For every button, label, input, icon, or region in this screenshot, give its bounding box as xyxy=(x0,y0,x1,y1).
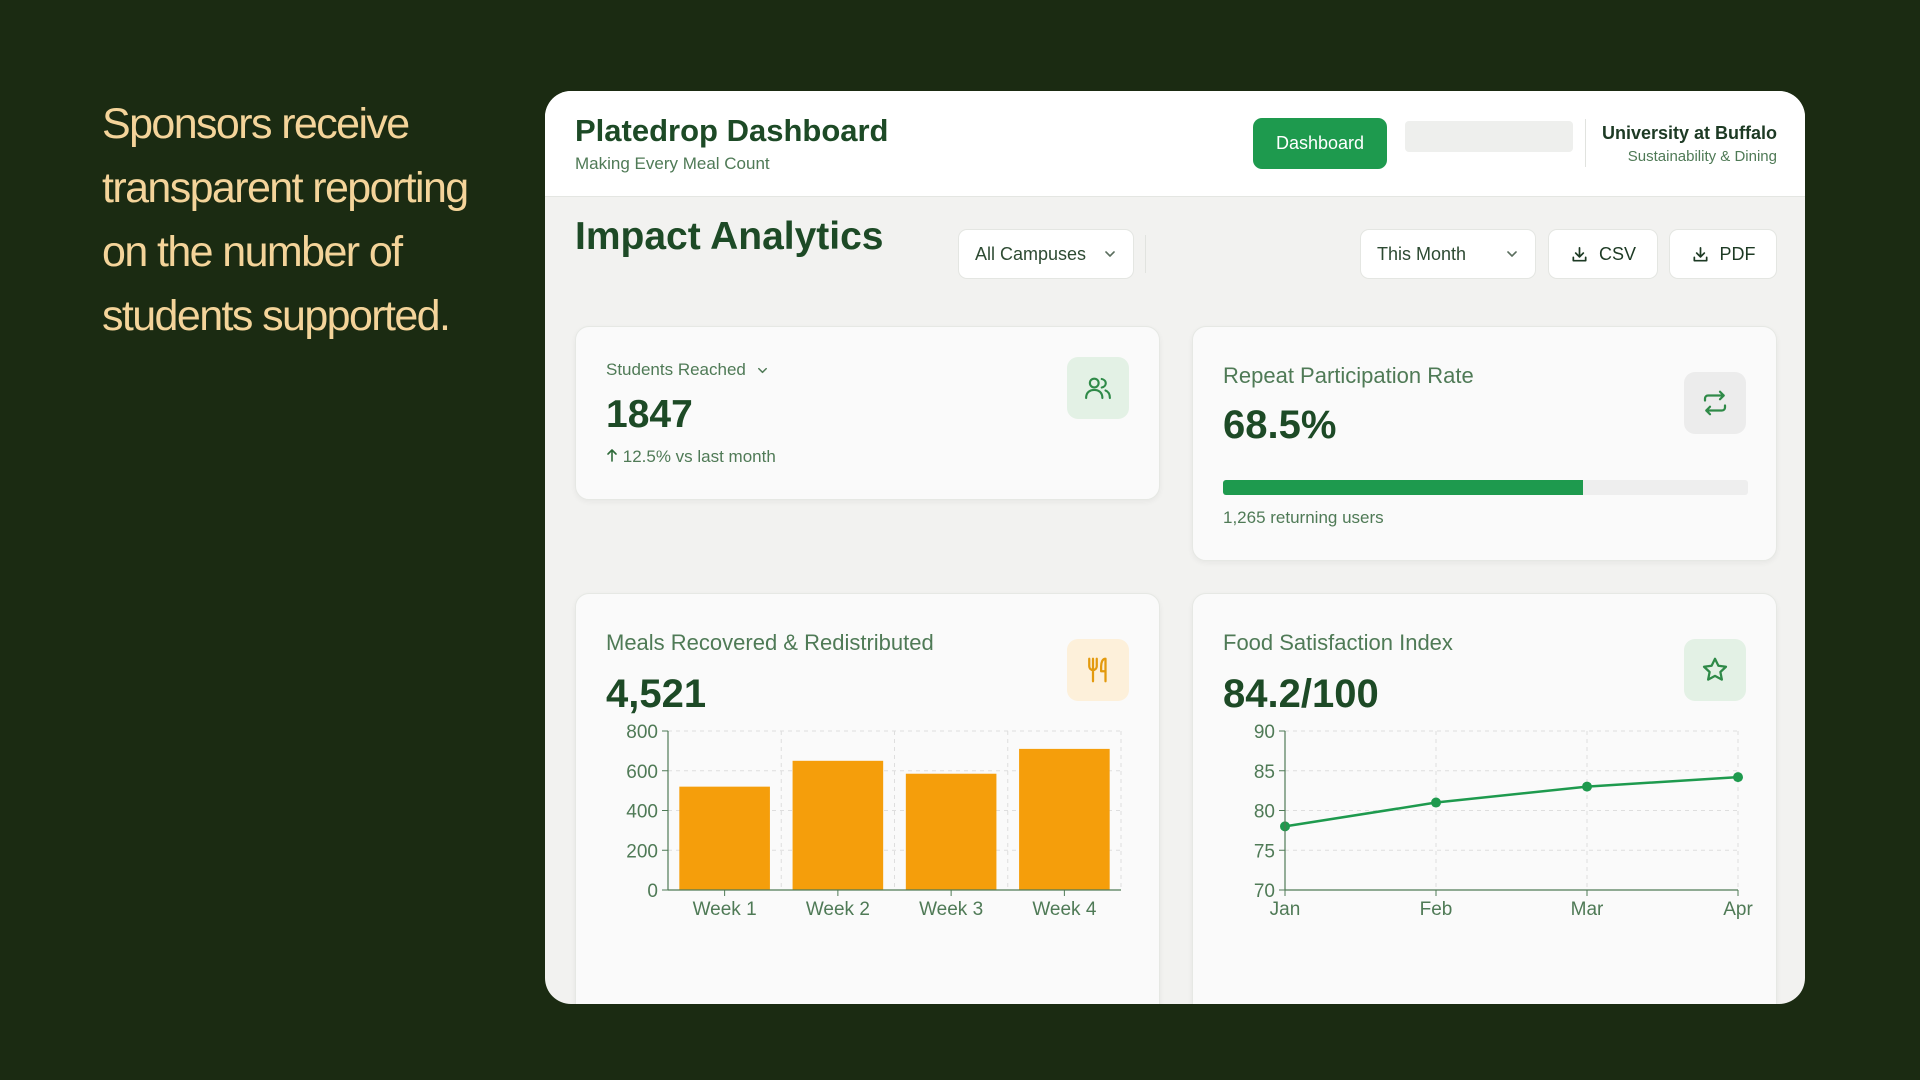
tagline: Sponsors receive transparent reporting o… xyxy=(102,100,469,340)
repeat-participation-card: Repeat Participation Rate 68.5% 1,265 re… xyxy=(1192,326,1777,561)
org-name: University at Buffalo xyxy=(1601,123,1777,143)
y-tick-label: 90 xyxy=(1254,722,1275,743)
y-tick-label: 70 xyxy=(1254,881,1275,902)
meals-label: Meals Recovered & Redistributed xyxy=(606,630,934,655)
divider xyxy=(1585,119,1586,167)
org-subtitle: Sustainability & Dining xyxy=(1627,148,1777,165)
x-tick-label: Week 2 xyxy=(806,899,870,920)
satisfaction-value: 84.2/100 xyxy=(1223,672,1379,716)
y-tick-label: 800 xyxy=(626,722,658,743)
users-icon xyxy=(1067,357,1129,419)
bar-week-1 xyxy=(679,786,770,890)
data-point-mar xyxy=(1582,781,1592,792)
y-tick-label: 85 xyxy=(1254,762,1275,783)
x-tick-label: Week 1 xyxy=(693,899,757,920)
app-subtitle: Making Every Meal Count xyxy=(575,154,770,173)
bar-week-4 xyxy=(1019,748,1110,890)
download-icon xyxy=(1692,246,1708,262)
data-point-apr xyxy=(1733,772,1743,783)
repeat-progress-bar xyxy=(1223,480,1748,495)
satisfaction-label: Food Satisfaction Index xyxy=(1223,630,1453,655)
x-tick-label: Week 4 xyxy=(1032,899,1097,920)
x-tick-label: Jan xyxy=(1270,899,1301,920)
utensils-icon xyxy=(1067,639,1129,701)
series-line xyxy=(1284,775,1739,828)
arrow-up-icon xyxy=(607,449,617,462)
meals-bar-chart: 0 200 400 600 800 Week 1 Week 2 Week 3 Week 4 xyxy=(626,722,1122,920)
divider xyxy=(1145,235,1146,273)
bar-week-2 xyxy=(792,760,884,890)
repeat-label: Repeat Participation Rate xyxy=(1223,363,1474,388)
top-bar: Platedrop Dashboard Making Every Meal Co… xyxy=(545,91,1805,197)
students-delta: 12.5% vs last month xyxy=(606,447,776,467)
students-delta-text: 12.5% vs last month xyxy=(622,447,776,466)
students-metric-selector[interactable]: Students Reached xyxy=(606,360,769,380)
campus-dropdown-value: All Campuses xyxy=(975,243,1087,264)
period-dropdown-value: This Month xyxy=(1377,243,1467,264)
y-tick-label: 600 xyxy=(626,762,658,783)
dashboard-window: Platedrop Dashboard Making Every Meal Co… xyxy=(545,91,1805,1004)
meals-value: 4,521 xyxy=(606,672,707,716)
campus-dropdown[interactable]: All Campuses xyxy=(958,229,1134,279)
data-point-feb xyxy=(1431,797,1441,808)
repeat-value: 68.5% xyxy=(1223,403,1337,447)
y-tick-label: 400 xyxy=(626,802,658,823)
x-tick-label: Feb xyxy=(1420,899,1453,920)
export-csv-button[interactable]: CSV xyxy=(1548,229,1658,279)
chevron-down-icon xyxy=(1105,251,1115,257)
page-title: Impact Analytics xyxy=(575,215,884,258)
chevron-down-icon xyxy=(1507,251,1517,257)
search-box[interactable] xyxy=(1405,121,1573,152)
export-pdf-label: PDF xyxy=(1719,243,1756,264)
meals-card: Meals Recovered & Redistributed 4,521 0 2… xyxy=(575,593,1160,1004)
y-tick-label: 200 xyxy=(626,841,658,862)
period-dropdown[interactable]: This Month xyxy=(1360,229,1536,279)
repeat-progress-fill xyxy=(1223,480,1583,495)
export-pdf-button[interactable]: PDF xyxy=(1669,229,1777,279)
students-reached-card: Students Reached 1847 12.5% vs last mont… xyxy=(575,326,1160,500)
export-csv-label: CSV xyxy=(1598,243,1636,264)
y-tick-label: 80 xyxy=(1254,802,1275,823)
satisfaction-card: Food Satisfaction Index 84.2/100 70 75 80 8… xyxy=(1192,593,1777,1004)
y-tick-label: 0 xyxy=(647,881,658,902)
repeat-caption: 1,265 returning users xyxy=(1223,508,1384,527)
star-icon xyxy=(1684,639,1746,701)
x-tick-label: Apr xyxy=(1723,899,1753,920)
bar-week-3 xyxy=(905,773,997,890)
y-tick-label: 75 xyxy=(1254,841,1275,862)
x-tick-label: Week 3 xyxy=(919,899,983,920)
chevron-down-icon xyxy=(757,367,767,373)
download-icon xyxy=(1572,246,1587,262)
app-title: Platedrop Dashboard xyxy=(575,113,889,148)
x-tick-label: Mar xyxy=(1571,899,1604,920)
satisfaction-line-chart: 70 75 80 85 90 Jan Feb Mar Apr xyxy=(1254,722,1754,920)
students-label: Students Reached xyxy=(606,360,746,379)
dashboard-button[interactable]: Dashboard xyxy=(1253,118,1387,169)
repeat-icon xyxy=(1684,372,1746,434)
students-value: 1847 xyxy=(606,393,693,436)
